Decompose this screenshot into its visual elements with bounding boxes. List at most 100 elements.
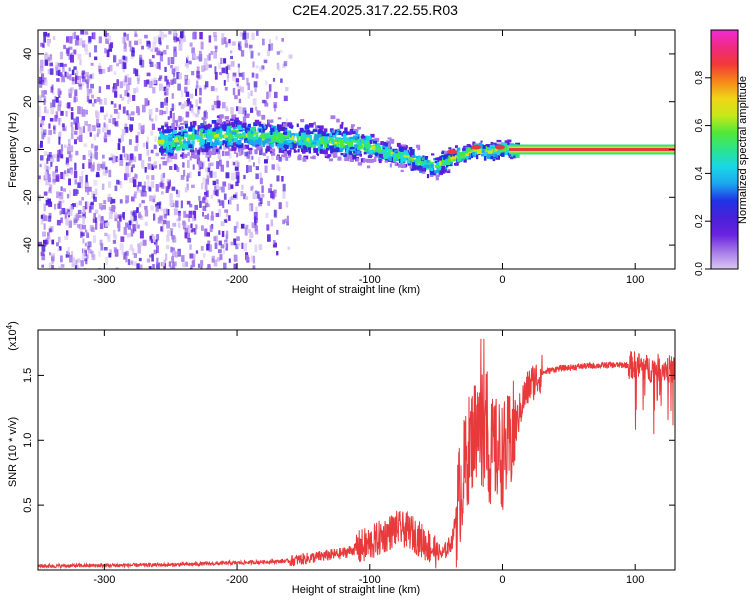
spectrogram-cell [85, 258, 88, 265]
spectrogram-cell [351, 124, 355, 127]
spectrogram-cell [173, 50, 177, 57]
spectrogram-cell [88, 89, 93, 94]
spectrogram-cell [41, 73, 44, 80]
spectrogram-cell [94, 209, 99, 214]
spectrogram-cell [208, 244, 213, 252]
spectrogram-cell [118, 59, 122, 64]
spectrogram-cell [277, 117, 282, 120]
spectrogram-cell [273, 133, 276, 136]
spectrogram-cell [441, 155, 446, 159]
spectrogram-cell [242, 116, 247, 123]
spectrogram-cell [259, 177, 263, 185]
spectrogram-cell [123, 252, 127, 260]
spectrogram-cell [414, 159, 419, 163]
spectrogram-cell [210, 194, 213, 199]
spectrogram-cell [382, 153, 387, 158]
spectrogram-cell [285, 201, 289, 208]
spectrogram-cell [219, 129, 223, 133]
spectrogram-cell [41, 244, 46, 252]
spectrogram-cell [52, 99, 56, 108]
spectrogram-cell [186, 200, 191, 205]
spectrogram-cell [133, 253, 137, 258]
spectrogram-cell [190, 107, 194, 113]
spectrogram-cell [133, 88, 136, 94]
spectrogram-cell [104, 232, 108, 237]
spectrogram-cell [396, 142, 401, 147]
spectrogram-cell [144, 221, 148, 226]
spectrogram-cell [171, 235, 176, 239]
spectrogram-cell [204, 129, 207, 134]
spectrogram-cell [105, 257, 108, 265]
spectrogram-cell [135, 220, 139, 229]
spectrogram-cell [48, 152, 52, 158]
spectrogram-cell [102, 204, 106, 210]
spectrogram-cell [148, 266, 152, 269]
spectrogram-cell [173, 46, 177, 54]
spectrogram-cell [73, 217, 77, 225]
spectrogram-cell [184, 187, 188, 193]
spectrogram-cell [67, 102, 71, 109]
spectrogram-cell [146, 258, 151, 263]
spectrogram-cell [45, 54, 49, 61]
spectrogram-cell [253, 212, 258, 220]
spectrogram-cell [169, 266, 173, 269]
spectrogram-cell [167, 57, 170, 66]
spectrogram-cell [107, 181, 112, 188]
spectrogram-cell [167, 153, 171, 159]
spectrogram-cell [370, 133, 375, 138]
spectrogram-cell [85, 109, 88, 115]
spectrogram-cell [92, 218, 97, 223]
spectrogram-cell [42, 43, 45, 48]
spectrogram-cell [96, 133, 99, 137]
spectrogram-cell [238, 144, 242, 149]
spectrogram-cell [282, 123, 288, 127]
spectrogram-cell [104, 169, 107, 176]
spectrogram-cell [245, 196, 249, 200]
spectrogram-cell [320, 139, 325, 142]
spectrogram-cell [222, 181, 227, 187]
spectrogram-cell [91, 125, 96, 131]
spectrogram-cell [111, 205, 116, 213]
spectrogram-cell [48, 228, 52, 233]
spectrogram-cell [49, 118, 54, 122]
spectrogram-cell [242, 107, 247, 112]
spectrogram-cell [224, 133, 227, 138]
spectrogram-cell [79, 106, 83, 115]
spectrogram-cell [240, 223, 245, 229]
spectrogram-cell [284, 147, 287, 151]
spectrogram-cell [82, 163, 85, 169]
spectrogram-cell [198, 54, 203, 62]
spectrogram-cell [360, 135, 366, 139]
spectrogram-cell [207, 157, 210, 162]
spectrogram-cell [214, 235, 218, 242]
spectrogram-cell [494, 148, 498, 152]
spectrogram-cell [56, 191, 60, 199]
spectrogram-cell [375, 144, 379, 148]
spectrogram-cell [275, 142, 278, 145]
spectrogram-cell [155, 48, 160, 56]
spectrogram-cell [47, 198, 51, 204]
spectrogram-cell [230, 133, 233, 138]
spectrogram-cell [123, 62, 127, 69]
spectrogram-cell [429, 174, 434, 177]
spectrogram-cell [61, 208, 65, 214]
spectrogram-cell [156, 257, 159, 265]
spectrogram-cell [229, 197, 232, 205]
spectrogram-cell [487, 154, 491, 159]
spectrogram-cell [129, 128, 133, 133]
spectrogram-cell [195, 88, 198, 96]
spectrogram-cell [261, 114, 266, 120]
spectrogram-cell [417, 159, 422, 163]
spectrogram-cell [44, 106, 47, 113]
spectrogram-cell [435, 176, 439, 181]
spectrogram-cell [146, 79, 150, 85]
spectrogram-cell [81, 82, 85, 87]
spectrogram-cell [68, 88, 72, 97]
spectrogram-cell [88, 52, 91, 58]
spectrogram-cell [476, 154, 479, 160]
spectrogram-cell [139, 264, 143, 269]
spectrogram-cell [448, 155, 451, 161]
spectrogram-cell [367, 155, 372, 159]
spectrogram-cell [233, 194, 237, 198]
spectrogram-cell [401, 144, 407, 147]
